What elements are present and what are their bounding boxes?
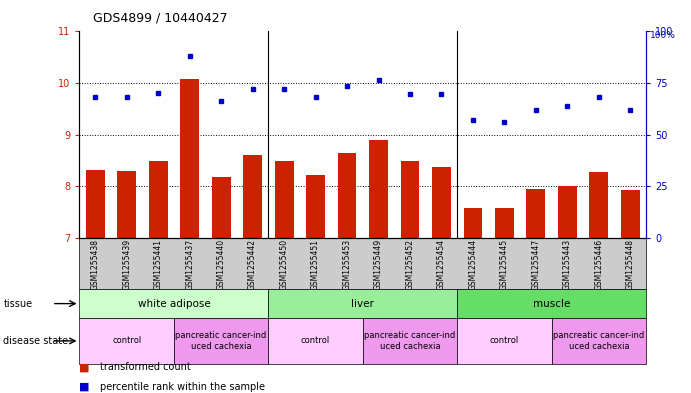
Text: GSM1255454: GSM1255454 — [437, 239, 446, 290]
Text: muscle: muscle — [533, 299, 570, 309]
Text: 100%: 100% — [650, 31, 675, 40]
Text: GSM1255447: GSM1255447 — [531, 239, 540, 290]
Bar — [274, 162, 294, 238]
Bar — [464, 208, 482, 238]
Bar — [117, 171, 136, 238]
Bar — [432, 167, 451, 238]
Text: ■: ■ — [79, 362, 90, 373]
Text: liver: liver — [351, 299, 375, 309]
Bar — [338, 152, 357, 238]
Bar — [558, 186, 577, 238]
Text: GSM1255452: GSM1255452 — [406, 239, 415, 290]
Text: GSM1255437: GSM1255437 — [185, 239, 194, 290]
Text: pancreatic cancer-ind
uced cachexia: pancreatic cancer-ind uced cachexia — [364, 331, 455, 351]
Bar — [86, 170, 104, 238]
Text: tissue: tissue — [3, 299, 32, 309]
Text: transformed count: transformed count — [100, 362, 191, 373]
Text: percentile rank within the sample: percentile rank within the sample — [100, 382, 265, 392]
Text: GSM1255453: GSM1255453 — [343, 239, 352, 290]
Text: disease state: disease state — [3, 336, 68, 346]
Text: GSM1255451: GSM1255451 — [311, 239, 320, 290]
Text: control: control — [490, 336, 519, 345]
Text: GSM1255443: GSM1255443 — [563, 239, 572, 290]
Bar — [369, 140, 388, 238]
Text: control: control — [301, 336, 330, 345]
Text: GSM1255450: GSM1255450 — [280, 239, 289, 290]
Text: white adipose: white adipose — [138, 299, 210, 309]
Bar — [180, 79, 199, 238]
Text: GSM1255440: GSM1255440 — [216, 239, 226, 290]
Bar — [527, 189, 545, 238]
Bar — [306, 175, 325, 238]
Bar — [149, 162, 168, 238]
Text: control: control — [112, 336, 141, 345]
Text: ■: ■ — [79, 382, 90, 392]
Text: GDS4899 / 10440427: GDS4899 / 10440427 — [93, 12, 228, 25]
Text: GSM1255448: GSM1255448 — [626, 239, 635, 290]
Text: GSM1255449: GSM1255449 — [374, 239, 383, 290]
Text: GSM1255439: GSM1255439 — [122, 239, 131, 290]
Text: GSM1255442: GSM1255442 — [248, 239, 257, 290]
Bar — [621, 190, 640, 238]
Text: GSM1255446: GSM1255446 — [594, 239, 603, 290]
Bar — [401, 162, 419, 238]
Text: pancreatic cancer-ind
uced cachexia: pancreatic cancer-ind uced cachexia — [553, 331, 645, 351]
Bar — [589, 172, 608, 238]
Text: GSM1255444: GSM1255444 — [468, 239, 477, 290]
Text: GSM1255441: GSM1255441 — [153, 239, 162, 290]
Bar — [211, 177, 231, 238]
Text: pancreatic cancer-ind
uced cachexia: pancreatic cancer-ind uced cachexia — [176, 331, 267, 351]
Text: GSM1255438: GSM1255438 — [91, 239, 100, 290]
Text: GSM1255445: GSM1255445 — [500, 239, 509, 290]
Bar — [243, 155, 262, 238]
Bar — [495, 208, 514, 238]
